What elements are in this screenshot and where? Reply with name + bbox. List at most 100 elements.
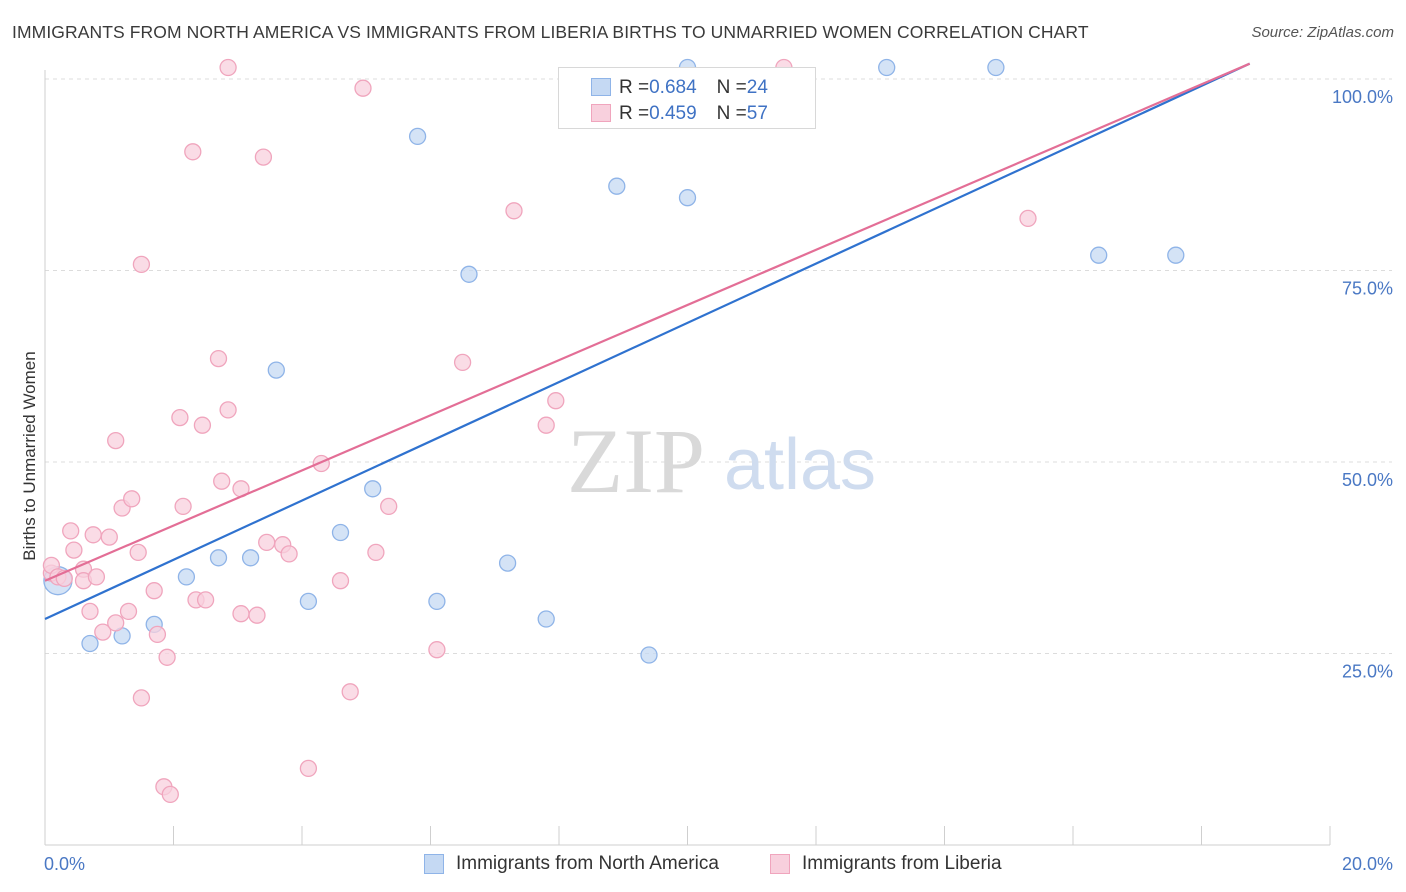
north-america-point [81,634,99,653]
legend-swatch-liberia [591,104,611,122]
legend-r-label: R = [619,103,650,124]
north-america-point [460,265,478,283]
liberia-point [280,545,298,563]
liberia-point [219,58,237,77]
liberia-point [123,490,141,508]
source-credit: Source: ZipAtlas.com [1251,24,1394,41]
liberia-point [299,759,318,778]
liberia-point [132,689,151,707]
liberia-point [148,625,167,644]
legend-row-north-america: R = 0.684 N = 24 [591,76,768,100]
watermark-atlas: atlas [724,425,876,505]
y-tick-label: 25.0% [1342,662,1393,682]
liberia-point [1019,209,1037,228]
north-america-point [241,549,260,567]
series-legend-liberia: Immigrants from Liberia [770,851,1002,877]
liberia-point [209,349,228,368]
liberia-point [161,785,179,804]
north-america-point [408,127,427,146]
chart-title: IMMIGRANTS FROM NORTH AMERICA VS IMMIGRA… [12,22,1089,42]
liberia-point [193,416,212,434]
liberia-point [107,614,125,632]
y-tick-label: 50.0% [1342,470,1393,490]
liberia-point [100,528,118,546]
liberia-point [119,602,138,621]
y-tick-label: 100.0% [1332,87,1393,107]
liberia-point [129,543,147,562]
liberia-point [174,497,192,516]
liberia-point [258,533,276,552]
axes [44,70,1331,846]
liberia-point [184,143,202,161]
liberia-point [81,602,99,621]
liberia-point [107,431,125,450]
liberia-point [341,683,359,701]
legend-r-value: 0.684 [649,77,697,98]
liberia-point [354,79,372,97]
north-america-trend-line [44,62,1251,621]
north-america-point [987,58,1005,77]
legend-row-liberia: R = 0.459 N = 57 [591,102,768,126]
liberia-point [196,591,215,609]
trend-lines [44,62,1251,621]
north-america-point [608,177,626,195]
legend-n-value: 24 [746,77,768,98]
liberia-point [380,497,398,516]
liberia-point [331,572,350,590]
liberia-point [367,543,385,562]
north-america-point [537,610,555,628]
series-legend-north-america: Immigrants from North America [424,851,719,877]
gridlines [45,78,1392,654]
data-points [42,58,1185,804]
liberia-point [132,255,151,274]
liberia-point [145,582,163,600]
liberia-point [94,623,112,641]
x-tick-label: 20.0% [1342,854,1393,874]
watermark-zip: ZIP [567,410,705,512]
liberia-point [171,408,189,427]
liberia-point [547,392,565,410]
north-america-point [209,549,228,567]
watermark: ZIP atlas [567,410,876,512]
legend-n-label: N = [716,77,747,98]
liberia-point [65,541,83,559]
north-america-point [678,189,697,207]
series-swatch-north-america [424,854,444,874]
liberia-point [428,641,446,659]
liberia-point [158,648,176,666]
north-america-point [878,58,896,77]
north-america-point [299,592,318,611]
north-america-point [498,554,517,572]
north-america-point [1167,246,1185,264]
liberia-point [219,401,237,419]
liberia-point [254,148,273,166]
north-america-point [331,523,350,542]
liberia-point [87,568,106,586]
liberia-point [232,605,250,623]
legend-r-value: 0.459 [649,103,697,124]
series-swatch-liberia [770,854,790,874]
liberia-point [62,522,80,540]
liberia-point [213,472,231,490]
north-america-point [177,568,196,586]
series-name-liberia: Immigrants from Liberia [802,853,1002,874]
y-tick-label: 75.0% [1342,279,1393,299]
legend-r-label: R = [619,77,650,98]
north-america-point [640,646,658,664]
legend-n-value: 57 [746,103,768,124]
liberia-point [537,416,555,434]
legend-swatch-north-america [591,78,611,96]
liberia-point [453,353,472,372]
north-america-point [1090,246,1108,264]
liberia-point [248,606,266,624]
north-america-point [267,361,285,379]
x-tick-label: 0.0% [44,854,85,874]
liberia-point [84,526,102,544]
stats-legend: R = 0.684 N = 24 R = 0.459 N = 57 [558,67,816,129]
liberia-trend-line [44,62,1251,582]
legend-n-label: N = [716,103,747,124]
north-america-point [364,480,382,498]
north-america-point [428,592,446,611]
series-name-north-america: Immigrants from North America [456,853,719,874]
